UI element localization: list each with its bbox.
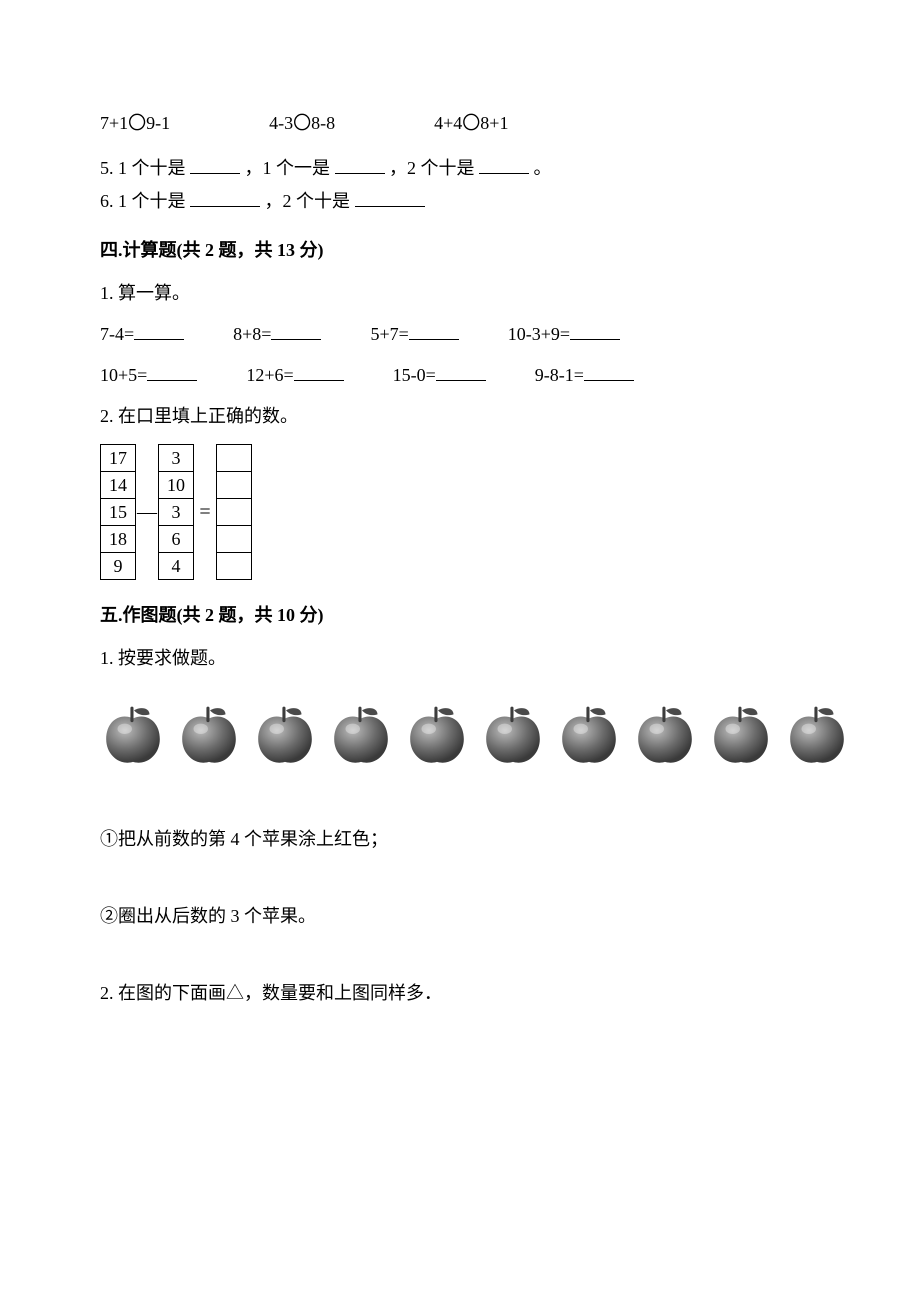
sec5-q2: 2. 在图的下面画△，数量要和上图同样多． [100, 980, 820, 1007]
q5-suffix: 。 [534, 158, 552, 178]
blank[interactable] [335, 155, 385, 174]
cell: 3 [158, 444, 194, 472]
apple-icon [632, 702, 698, 776]
cell[interactable] [216, 471, 252, 499]
blank[interactable] [355, 188, 425, 207]
apple-icon [176, 702, 242, 776]
apple-icon [784, 702, 850, 776]
expr-3: 4+4〇8+1 [434, 113, 508, 133]
expr-1: 7+1〇9-1 [100, 113, 170, 133]
blank[interactable] [147, 362, 197, 381]
calc-expr: 7-4= [100, 324, 134, 344]
sec4-q2: 2. 在口里填上正确的数。 [100, 403, 820, 430]
blank[interactable] [409, 321, 459, 340]
q6-part2: ，2 个十是 [265, 191, 351, 211]
sec5-q1a: ①把从前数的第 4 个苹果涂上红色； [100, 826, 820, 853]
calc-expr: 12+6= [246, 365, 293, 385]
fill-blank-q5: 5. 1 个十是 ，1 个一是 ，2 个十是 。 [100, 155, 820, 182]
blank[interactable] [294, 362, 344, 381]
expr-2: 4-3〇8-8 [269, 113, 335, 133]
minus-sign: — [136, 497, 158, 527]
compare-expressions-line: 7+1〇9-1 4-3〇8-8 4+4〇8+1 [100, 110, 820, 137]
cell: 14 [100, 471, 136, 499]
cell[interactable] [216, 552, 252, 580]
apple-icon [100, 702, 166, 776]
equals-sign: = [194, 497, 216, 527]
blank[interactable] [436, 362, 486, 381]
cell: 3 [158, 498, 194, 526]
blank[interactable] [190, 155, 240, 174]
q5-part2: ，1 个一是 [245, 158, 331, 178]
worksheet-page: 7+1〇9-1 4-3〇8-8 4+4〇8+1 5. 1 个十是 ，1 个一是 … [0, 0, 920, 1302]
blank[interactable] [134, 321, 184, 340]
col-a: 17 14 15 18 9 [100, 444, 136, 580]
cell[interactable] [216, 498, 252, 526]
subtraction-grid: 17 14 15 18 9 — 3 10 3 6 4 = [100, 444, 820, 580]
col-b: 3 10 3 6 4 [158, 444, 194, 580]
col-c [216, 444, 252, 580]
apple-icon [252, 702, 318, 776]
calc-expr: 10+5= [100, 365, 147, 385]
blank[interactable] [190, 188, 260, 207]
sec4-q1: 1. 算一算。 [100, 280, 820, 307]
calc-expr: 8+8= [233, 324, 271, 344]
calc-expr: 15-0= [393, 365, 436, 385]
sec5-q1: 1. 按要求做题。 [100, 645, 820, 672]
section-4-heading: 四.计算题(共 2 题，共 13 分) [100, 237, 820, 264]
cell: 10 [158, 471, 194, 499]
cell: 18 [100, 525, 136, 553]
q6-part1: 1 个十是 [118, 191, 186, 211]
calc-expr: 5+7= [370, 324, 408, 344]
blank[interactable] [479, 155, 529, 174]
sec5-q1b: ②圈出从后数的 3 个苹果。 [100, 903, 820, 930]
apple-icon [556, 702, 622, 776]
q5-part1: 1 个十是 [118, 158, 186, 178]
calc-row-2: 10+5= 12+6= 15-0= 9-8-1= [100, 362, 820, 389]
q5-part3: ，2 个十是 [389, 158, 475, 178]
blank[interactable] [584, 362, 634, 381]
cell: 6 [158, 525, 194, 553]
cell[interactable] [216, 444, 252, 472]
fill-blank-q6: 6. 1 个十是 ，2 个十是 [100, 188, 820, 215]
blank[interactable] [570, 321, 620, 340]
q5-prefix: 5. [100, 158, 114, 178]
cell: 9 [100, 552, 136, 580]
cell: 15 [100, 498, 136, 526]
apple-icon [708, 702, 774, 776]
apple-icon [480, 702, 546, 776]
section-5-heading: 五.作图题(共 2 题，共 10 分) [100, 602, 820, 629]
blank[interactable] [271, 321, 321, 340]
calc-row-1: 7-4= 8+8= 5+7= 10-3+9= [100, 321, 820, 348]
cell: 4 [158, 552, 194, 580]
calc-expr: 10-3+9= [508, 324, 570, 344]
q6-prefix: 6. [100, 191, 114, 211]
apple-icon [328, 702, 394, 776]
calc-expr: 9-8-1= [535, 365, 584, 385]
cell: 17 [100, 444, 136, 472]
apples-row [100, 702, 820, 776]
cell[interactable] [216, 525, 252, 553]
apple-icon [404, 702, 470, 776]
